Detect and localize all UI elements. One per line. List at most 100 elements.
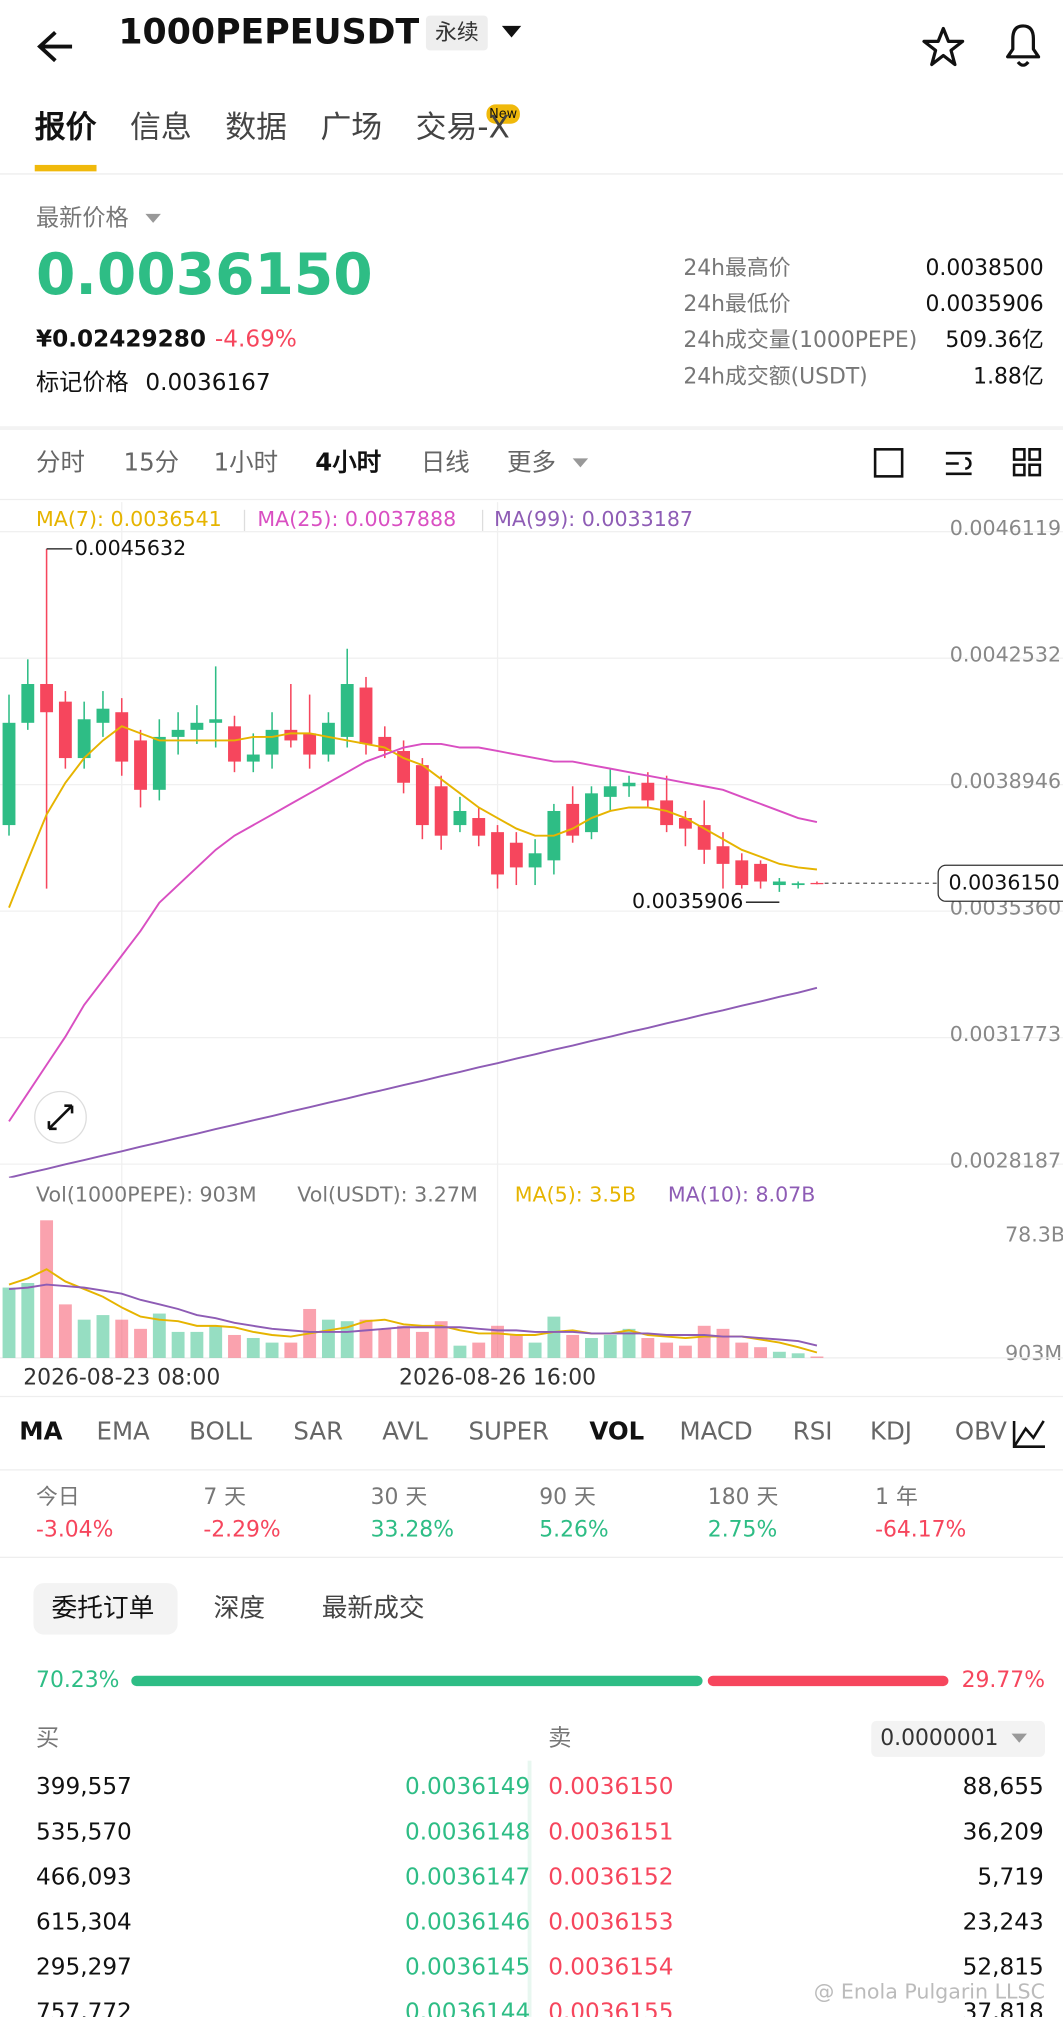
symbol-dropdown[interactable]	[501, 25, 522, 38]
indicator-tab[interactable]: RSI	[793, 1417, 833, 1446]
more-dropdown[interactable]	[572, 458, 589, 468]
volume-bar	[810, 1356, 824, 1358]
candle-body	[810, 882, 824, 885]
expand-icon	[47, 1104, 74, 1131]
bid-price: 0.0036148	[405, 1819, 530, 1845]
volume-bar	[566, 1334, 580, 1358]
candle-body	[716, 846, 730, 864]
interval-tab[interactable]: 分时	[36, 447, 85, 476]
interval-tab[interactable]: 4小时	[315, 447, 381, 476]
indicator-tab[interactable]: SUPER	[468, 1417, 549, 1446]
candle-body	[472, 818, 486, 836]
indicator-tab[interactable]: AVL	[382, 1417, 428, 1446]
candle-body	[77, 719, 91, 759]
ask-qty: 88,655	[963, 1774, 1044, 1800]
interval-tab[interactable]: 日线	[421, 447, 470, 476]
indicator-tab[interactable]: OBV	[955, 1417, 1007, 1446]
volume-ma-legend: MA(10): 8.07B	[668, 1183, 815, 1207]
stat-label: 24h最低价	[683, 292, 790, 317]
ask-price: 0.0036155	[548, 1999, 673, 2017]
interval-tab[interactable]: 1小时	[214, 447, 278, 476]
ma-line	[8, 725, 818, 908]
candle-body	[303, 733, 317, 755]
ma-line	[8, 986, 818, 1178]
volume-tick-label: 903M	[1005, 1341, 1062, 1365]
candle-body	[528, 853, 542, 868]
nav-tab[interactable]: 交易-X	[416, 109, 510, 145]
candle-body	[434, 786, 448, 836]
indicator-settings[interactable]	[1012, 1420, 1045, 1448]
ask-price: 0.0036153	[548, 1909, 673, 1935]
candle-body	[2, 722, 16, 826]
indicator-tab[interactable]: BOLL	[189, 1417, 252, 1446]
period-label: 180 天	[708, 1485, 779, 1510]
chart: 0.00461190.00425320.00389460.00353600.00…	[0, 502, 1063, 1390]
alert-button[interactable]	[1006, 24, 1041, 67]
ma-legend: MA(99): 0.0033187	[494, 507, 693, 531]
nav-tab[interactable]: 数据	[225, 109, 287, 145]
period-change: -3.04%	[36, 1517, 113, 1542]
bid-price: 0.0036145	[405, 1954, 530, 1980]
favorite-button[interactable]	[922, 26, 965, 67]
indicator-tab[interactable]: KDJ	[870, 1417, 912, 1446]
period-change: -64.17%	[875, 1517, 966, 1542]
indicator-tab[interactable]: EMA	[97, 1417, 151, 1446]
volume-bar	[397, 1325, 411, 1358]
indicator-tab[interactable]: VOL	[589, 1417, 644, 1446]
candle-body	[340, 684, 354, 737]
y-tick-label: 0.0028187	[950, 1149, 1061, 1173]
volume-bar	[791, 1353, 805, 1358]
volume-bar	[415, 1331, 429, 1358]
candle-body	[58, 701, 72, 759]
order-tab-active-bg	[33, 1583, 178, 1635]
price-dropdown[interactable]	[145, 213, 161, 223]
candle-body	[171, 729, 185, 737]
bid-qty: 466,093	[36, 1864, 132, 1890]
candle-body	[209, 719, 223, 723]
precision-select[interactable]	[871, 1720, 1045, 1757]
stat-label: 24h最高价	[683, 256, 790, 281]
volume-bar	[134, 1328, 147, 1358]
nav-tab[interactable]: 报价	[35, 109, 97, 145]
y-tick-label: 0.0031773	[950, 1022, 1061, 1046]
tab-indicator	[34, 164, 97, 172]
candle-body	[152, 736, 166, 790]
volume-bar	[152, 1313, 166, 1358]
volume-bar	[547, 1316, 561, 1358]
settings-icon[interactable]	[945, 451, 972, 476]
price-change: -4.69%	[215, 326, 297, 352]
interval-tab[interactable]: 更多	[507, 447, 556, 476]
order-tab[interactable]: 最新成交	[322, 1593, 425, 1623]
volume-bar	[585, 1338, 598, 1358]
candle-body	[284, 729, 298, 741]
order-tab[interactable]: 深度	[214, 1593, 265, 1623]
contract-type: 永续	[435, 21, 479, 46]
candle-body	[246, 754, 260, 762]
candle-body	[228, 726, 241, 762]
y-tick-label: 0.0046119	[950, 516, 1061, 540]
volume-bar	[697, 1325, 711, 1358]
nav-tab[interactable]: 信息	[130, 109, 192, 145]
indicator-tab[interactable]: SAR	[293, 1417, 343, 1446]
order-tab[interactable]: 委托订单	[51, 1593, 154, 1623]
volume-bar	[228, 1334, 241, 1358]
interval-tab[interactable]: 15分	[124, 447, 180, 476]
ask-qty: 52,815	[963, 1954, 1044, 1980]
stat-value: 0.0038500	[925, 256, 1043, 281]
ask-qty: 23,243	[963, 1909, 1044, 1935]
period-change: 2.75%	[708, 1517, 777, 1542]
fullscreen-icon[interactable]	[873, 448, 904, 478]
chart-tools	[873, 448, 1042, 478]
indicator-tab[interactable]: MA	[19, 1417, 62, 1446]
layout-icon[interactable]	[1012, 448, 1042, 477]
volume-bar	[265, 1342, 279, 1358]
volume-bar	[754, 1347, 768, 1358]
period-label: 今日	[36, 1485, 80, 1510]
candle-body	[378, 736, 392, 752]
indicator-tab[interactable]: MACD	[679, 1417, 752, 1446]
depth-shade	[527, 1760, 532, 2017]
back-button[interactable]	[37, 30, 73, 63]
nav-tab[interactable]: 广场	[320, 109, 382, 145]
